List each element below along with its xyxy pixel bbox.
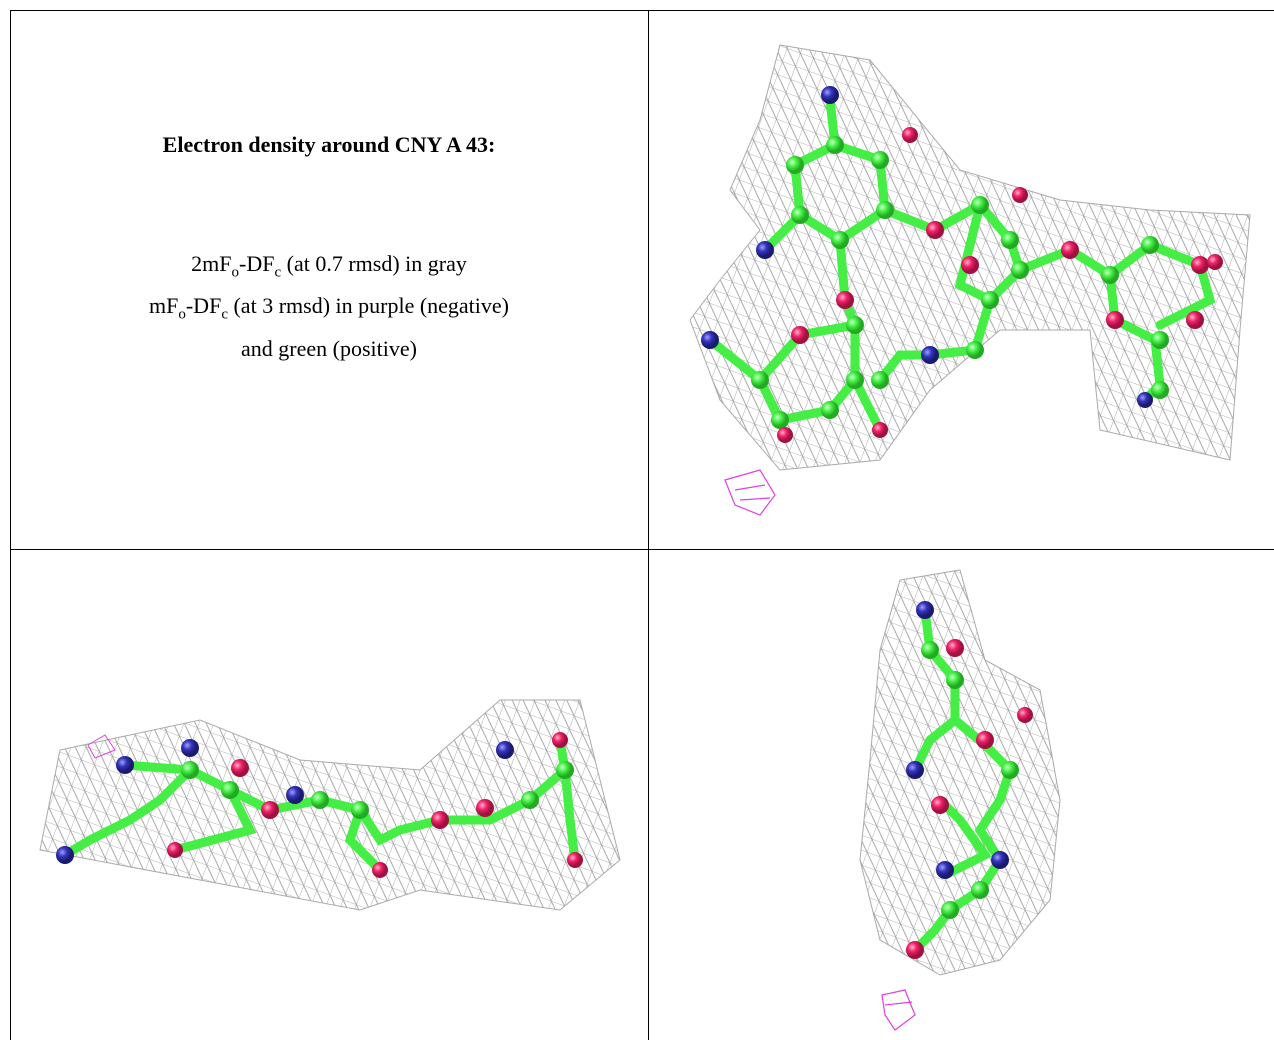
negative-mesh: [882, 990, 915, 1030]
view-left: [40, 700, 620, 910]
figure-table: Electron density around CNY A 43: 2mFo-D…: [0, 0, 1274, 1040]
density-mesh: [860, 570, 1060, 975]
view-right: [860, 570, 1060, 1030]
molecule-views: [0, 0, 1274, 1040]
view-top: [690, 45, 1250, 515]
negative-mesh: [725, 470, 775, 515]
